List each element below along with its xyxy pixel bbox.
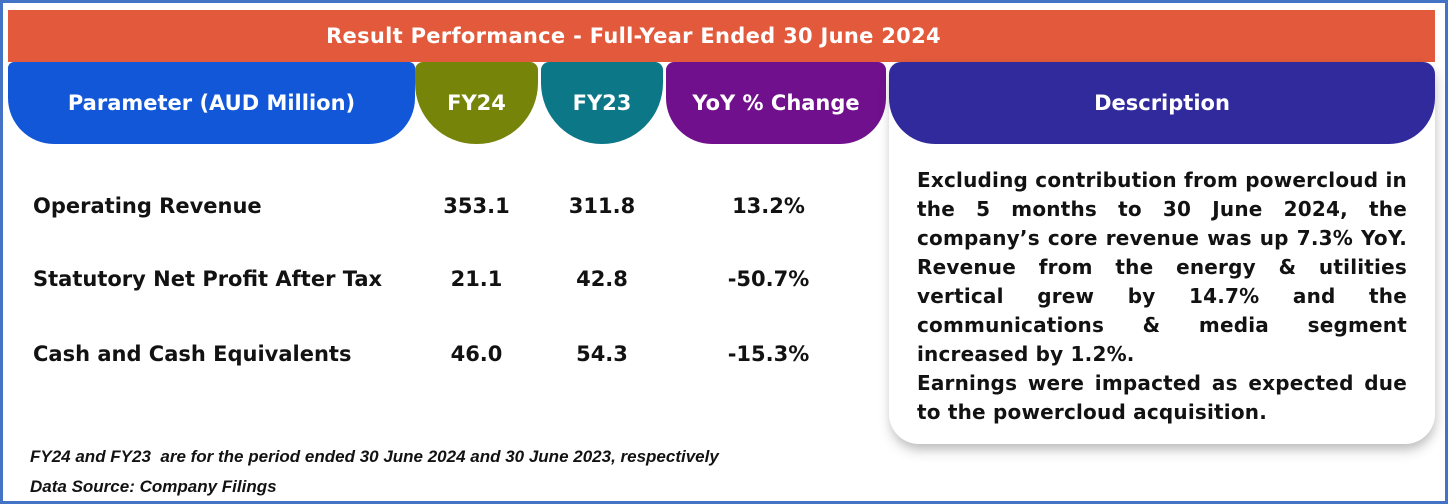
- cell-fy24-value: 46.0: [450, 342, 503, 366]
- cell-fy24-value: 353.1: [443, 194, 510, 218]
- description-paragraph-1: Excluding contribution from powercloud i…: [917, 168, 1407, 366]
- cell-yoy-value: -15.3%: [727, 342, 810, 366]
- column-header-description: Description: [889, 62, 1435, 144]
- description-paragraph-2: Earnings were impacted as expected due t…: [917, 371, 1407, 424]
- cell-parameter: Operating Revenue: [33, 194, 262, 218]
- cell-yoy-value: 13.2%: [732, 194, 805, 218]
- column-header-yoy-change-label: YoY % Change: [692, 91, 860, 115]
- column-header-parameter-label: Parameter (AUD Million): [67, 91, 356, 115]
- cell-fy24-value: 21.1: [450, 267, 503, 291]
- table-row: Operating Revenue 353.1 311.8 13.2%: [8, 191, 888, 221]
- column-header-fy23: FY23: [541, 62, 663, 144]
- cell-parameter: Statutory Net Profit After Tax: [33, 267, 383, 291]
- data-source-footnote: Data Source: Company Filings: [30, 477, 277, 496]
- column-header-fy24: FY24: [415, 62, 538, 144]
- description-body: Excluding contribution from powercloud i…: [889, 144, 1435, 427]
- cell-yoy-value: -50.7%: [727, 267, 810, 291]
- title-banner: Result Performance - Full-Year Ended 30 …: [8, 10, 1435, 62]
- cell-parameter: Cash and Cash Equivalents: [33, 342, 352, 366]
- cell-fy23-value: 42.8: [576, 267, 628, 291]
- table-row: Cash and Cash Equivalents 46.0 54.3 -15.…: [8, 339, 888, 369]
- column-header-fy23-label: FY23: [572, 91, 632, 115]
- column-header-description-label: Description: [1094, 91, 1230, 115]
- cell-fy23-value: 54.3: [576, 342, 628, 366]
- cell-fy23-value: 311.8: [568, 194, 636, 218]
- column-header-yoy-change: YoY % Change: [666, 62, 886, 144]
- column-header-fy24-label: FY24: [447, 91, 506, 115]
- column-header-parameter: Parameter (AUD Million): [8, 62, 415, 144]
- table-row: Statutory Net Profit After Tax 21.1 42.8…: [8, 264, 888, 294]
- period-footnote: FY24 and FY23 are for the period ended 3…: [30, 447, 719, 466]
- description-card: Description Excluding contribution from …: [889, 62, 1435, 444]
- page-title: Result Performance - Full-Year Ended 30 …: [326, 24, 941, 48]
